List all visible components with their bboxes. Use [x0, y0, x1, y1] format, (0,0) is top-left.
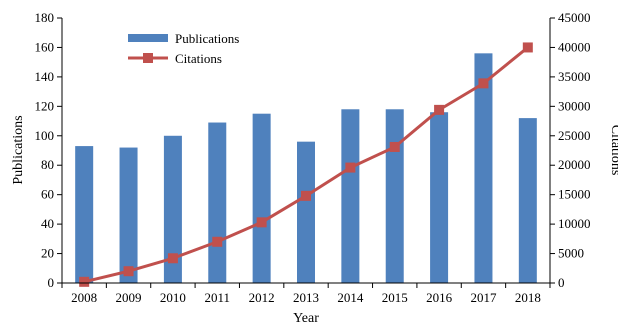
left-tick-label: 0: [48, 275, 55, 290]
left-tick-label: 20: [41, 246, 54, 261]
left-axis-ticks: 0 20 40 60 80 100 120 140 160 180: [35, 10, 62, 290]
right-tick-label: 15000: [558, 187, 591, 202]
right-tick-label: 5000: [558, 246, 584, 261]
right-tick-label: 35000: [558, 69, 591, 84]
right-tick-label: 40000: [558, 39, 591, 54]
left-tick-label: 60: [41, 187, 54, 202]
bar-publications: [385, 109, 404, 284]
point-citations: [167, 253, 178, 264]
point-citations: [123, 266, 134, 277]
legend-marker-citations: [143, 53, 153, 63]
publications-bars: [75, 53, 537, 284]
right-axis-ticks: 0 5000 10000 15000 20000 25000 30000 35000 40000…: [550, 10, 591, 290]
x-axis-title: Year: [293, 311, 319, 324]
right-axis-title: Citations: [608, 125, 618, 176]
point-citations: [212, 236, 223, 247]
point-citations: [256, 217, 267, 228]
left-tick-label: 180: [35, 10, 55, 25]
axes: [61, 18, 551, 284]
right-tick-label: 25000: [558, 128, 591, 143]
legend-label-publications: Publications: [175, 31, 239, 46]
right-tick-label: 20000: [558, 157, 591, 172]
left-axis-title: Publications: [11, 115, 26, 184]
point-citations: [345, 162, 356, 173]
x-tick-label: 2014: [337, 290, 364, 305]
left-tick-label: 120: [35, 98, 55, 113]
x-tick-label: 2011: [205, 290, 231, 305]
x-tick-label: 2015: [382, 290, 408, 305]
point-citations: [478, 78, 489, 89]
left-tick-label: 80: [41, 157, 54, 172]
point-citations: [434, 104, 445, 115]
right-tick-label: 0: [558, 275, 565, 290]
point-citations: [301, 190, 311, 201]
legend: Publications Citations: [128, 31, 239, 66]
point-citations: [79, 276, 90, 287]
bar-publications: [430, 112, 449, 283]
bar-publications: [297, 141, 315, 283]
left-tick-label: 100: [35, 128, 55, 143]
bar-publications: [474, 53, 493, 284]
x-axis-ticks: 2008 2009 2010 2011 2012 2013 2014 2015 2016 2017…: [61, 283, 551, 305]
left-tick-label: 40: [41, 216, 54, 231]
left-tick-label: 140: [35, 69, 55, 84]
bar-publications: [163, 135, 182, 283]
x-tick-label: 2013: [293, 290, 319, 305]
bar-publications: [75, 146, 94, 283]
x-tick-label: 2017: [470, 290, 497, 305]
legend-label-citations: Citations: [175, 51, 222, 66]
citations-line: [79, 42, 533, 287]
right-tick-label: 45000: [558, 10, 591, 25]
x-tick-label: 2008: [71, 290, 97, 305]
bar-publications: [119, 147, 138, 283]
bar-publications: [341, 109, 360, 284]
bar-publications: [518, 118, 537, 283]
point-citations: [389, 141, 400, 152]
x-tick-label: 2018: [515, 290, 541, 305]
bar-publications: [208, 122, 227, 284]
right-tick-label: 10000: [558, 216, 591, 231]
x-tick-label: 2016: [426, 290, 453, 305]
point-citations: [522, 42, 533, 53]
x-tick-label: 2012: [249, 290, 275, 305]
legend-swatch-publications: [128, 34, 168, 42]
left-tick-label: 160: [35, 39, 55, 54]
x-tick-label: 2010: [160, 290, 186, 305]
x-tick-label: 2009: [116, 290, 142, 305]
bar-publications: [252, 113, 271, 283]
right-tick-label: 30000: [558, 98, 591, 113]
